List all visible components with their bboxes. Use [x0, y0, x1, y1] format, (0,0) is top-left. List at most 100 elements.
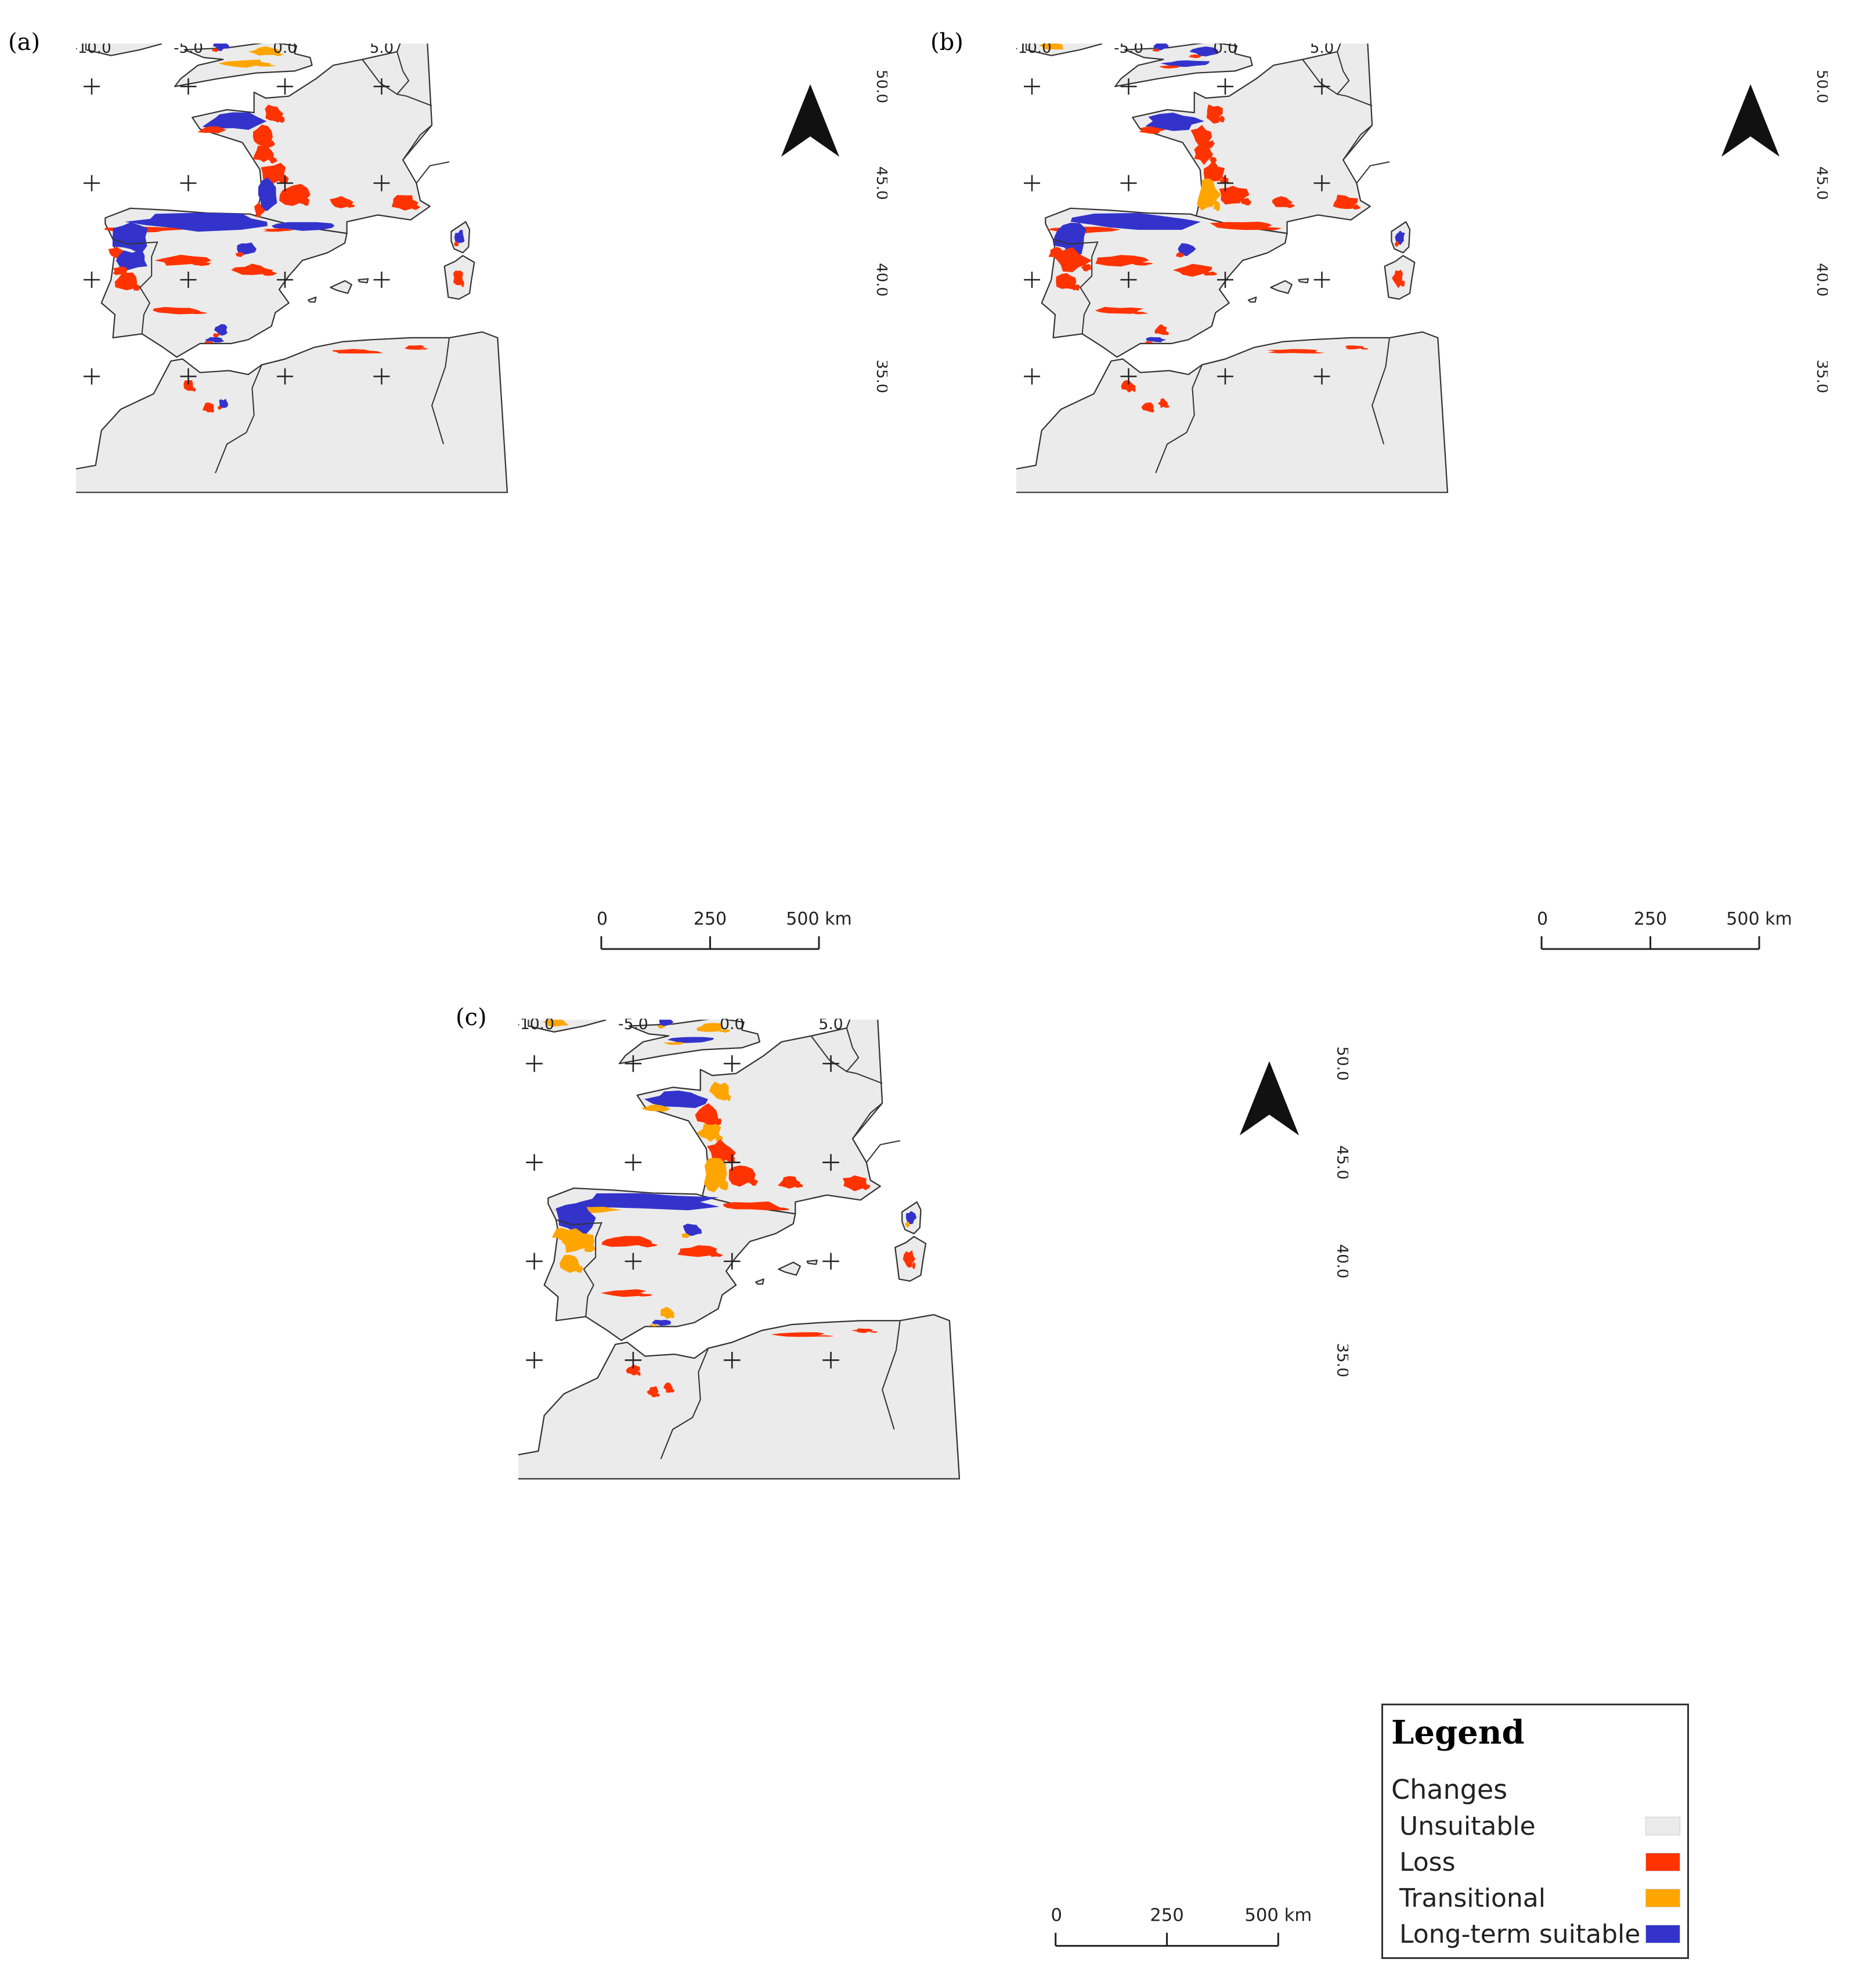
land-layer — [1016, 44, 1449, 493]
graticule-cross — [277, 78, 293, 95]
scale-bar: 0 250 500 km — [1051, 1905, 1312, 1947]
north-arrow-icon — [1239, 1061, 1300, 1136]
land-layer — [518, 1019, 961, 1480]
lon-tick-label: -10.0 — [76, 44, 111, 57]
graticule-cross — [180, 175, 197, 192]
patch-duero-spot — [638, 1243, 658, 1248]
border-france-italy — [416, 161, 450, 184]
graticule — [1024, 78, 1330, 385]
scale-bar-label: 0 — [597, 909, 608, 929]
patch-cazorla-edge — [1145, 341, 1153, 344]
scale-bar-line — [1055, 1932, 1279, 1947]
patch-loire-west-spot — [267, 140, 275, 148]
graticule-cross — [373, 78, 390, 95]
graticule-cross — [526, 1253, 543, 1270]
graticule-cross — [625, 1253, 642, 1270]
patch-england-south-edge — [663, 1042, 684, 1045]
menorca-landmass — [806, 1260, 818, 1265]
patch-middle-atlas-spot — [655, 1393, 661, 1397]
patch-brittany-edge — [641, 1105, 670, 1112]
patch-kabylie-spot — [1360, 348, 1369, 350]
border-morocco-algeria — [1155, 365, 1203, 474]
patch-middle-atlas-spot — [1150, 409, 1154, 413]
scale-bar-line — [600, 936, 820, 950]
patch-corsica — [454, 229, 465, 243]
patch-brittany — [1145, 113, 1204, 131]
patch-rif-spot — [1132, 387, 1136, 392]
patch-england-mid-edge — [1188, 54, 1202, 59]
patch-sistema-iberico — [677, 1245, 720, 1257]
patch-kabylie-spot — [870, 1331, 878, 1333]
ibiza-landmass — [1247, 296, 1257, 303]
graticule — [84, 78, 390, 385]
graticule-cross — [373, 368, 390, 385]
panel-label-c: (c) — [456, 1004, 487, 1031]
suitability-patches — [543, 1019, 917, 1398]
patch-england-south — [218, 59, 270, 68]
graticule-cross — [822, 1055, 839, 1072]
patch-vendee — [696, 1123, 721, 1142]
panel-label-b: (b) — [930, 29, 963, 56]
menorca-landmass — [1298, 278, 1309, 284]
patch-sistema-iberico-spot — [263, 272, 277, 276]
patch-duero-spot — [1133, 262, 1154, 266]
iberia-landmass — [1041, 207, 1288, 358]
graticule-cross — [1024, 272, 1040, 288]
graticule-cross — [1217, 368, 1233, 385]
sea — [1016, 44, 1828, 972]
graticule-cross — [84, 368, 100, 385]
lat-tick-label: 50.0 — [1334, 1047, 1348, 1081]
graticule-cross — [1024, 78, 1040, 95]
lon-tick-label: -10.0 — [1016, 44, 1052, 57]
border-belgium-germany — [846, 1027, 860, 1072]
graticule-cross — [1217, 175, 1233, 192]
patch-vendee-spot — [269, 157, 277, 164]
patch-normandy-east — [709, 1081, 729, 1101]
menorca-landmass — [358, 278, 369, 284]
graticule-cross — [1120, 78, 1137, 95]
lon-tick-label: -10.0 — [518, 1019, 554, 1033]
graticule-cross — [373, 272, 390, 288]
iberia-landmass — [100, 207, 348, 358]
patch-central-portugal-spot — [1072, 284, 1080, 291]
patch-massif-central-spot — [346, 204, 355, 208]
patch-wales-edge — [1152, 48, 1160, 52]
patch-massif-central-spot — [1286, 204, 1295, 208]
north-arrow-icon — [1721, 84, 1780, 157]
patch-ireland-south — [1040, 44, 1063, 50]
patch-atlas-east — [663, 1382, 673, 1393]
patch-north-portugal-spot — [1081, 264, 1092, 272]
patch-england-mid — [248, 46, 280, 56]
lat-tick-label: 35.0 — [873, 360, 887, 394]
legend-subtitle: Changes — [1391, 1774, 1508, 1805]
patch-landes-spot — [1213, 200, 1221, 211]
scale-bar-label: 0 — [1537, 909, 1548, 929]
patch-ireland-south-spot — [560, 1023, 568, 1026]
patch-brittany-edge — [1139, 126, 1166, 134]
patch-north-portugal — [116, 249, 147, 272]
patch-massif-central — [1272, 196, 1293, 207]
patch-normandy-east-spot — [724, 1094, 731, 1101]
legend-item-transitional: Transitional — [1399, 1884, 1546, 1913]
patch-atlas-east-spot — [1165, 404, 1170, 408]
patch-cazorla-edge — [649, 1324, 658, 1327]
north-africa-landmass — [518, 1314, 961, 1480]
patch-alps-spot — [410, 204, 421, 210]
patch-tell-atlas — [771, 1332, 824, 1337]
lon-tick-label: 5.0 — [1310, 44, 1334, 57]
patch-wales — [212, 44, 229, 52]
patch-middle-atlas — [1141, 402, 1154, 413]
patch-aquitaine-spot — [300, 198, 310, 206]
patch-atlas-east-edge — [218, 405, 222, 410]
graticule-cross — [1120, 368, 1137, 385]
patch-central-portugal — [560, 1254, 582, 1273]
lon-tick-label: -5.0 — [1114, 44, 1143, 57]
patch-charente-spot — [279, 176, 289, 184]
patch-vendee — [252, 146, 274, 163]
patch-north-portugal-spot — [584, 1244, 597, 1253]
graticule-cross — [625, 1154, 642, 1171]
graticule-cross — [723, 1154, 741, 1171]
patch-loire-west — [1190, 125, 1212, 150]
patch-sardinia-spot — [460, 280, 465, 287]
scale-bar-label: 500 km — [1726, 909, 1792, 929]
